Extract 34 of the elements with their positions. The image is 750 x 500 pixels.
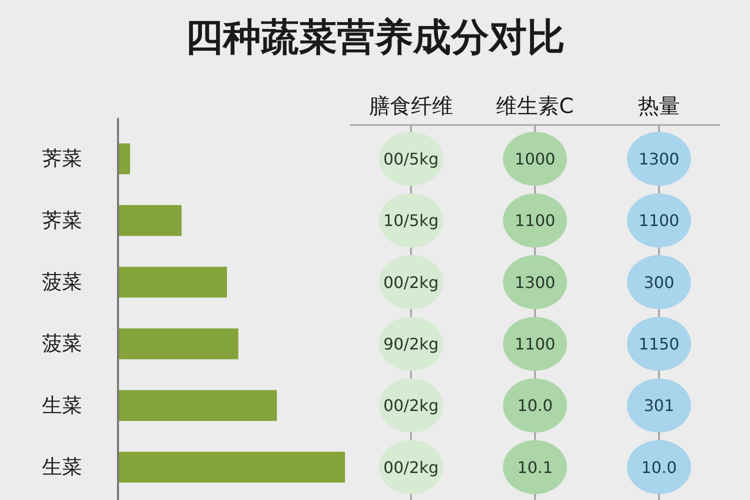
y-tick-label: 荠菜 — [42, 210, 82, 232]
bar — [118, 266, 227, 298]
bar — [118, 452, 345, 483]
text: 1100 — [514, 334, 556, 354]
text: 10.0 — [641, 458, 677, 477]
text: 1100 — [638, 211, 680, 230]
text: 00/2kg — [383, 396, 439, 416]
category-label: 热量 — [638, 94, 680, 118]
text: 1150 — [638, 334, 680, 354]
bar — [118, 390, 277, 421]
y-tick-label: 菠菜 — [42, 272, 82, 294]
y-tick-label: 荠菜 — [42, 148, 82, 170]
text: 00/2kg — [383, 458, 439, 477]
text: 1000 — [514, 149, 556, 168]
y-tick-label: 生菜 — [42, 394, 82, 417]
bar — [118, 143, 130, 174]
bar — [118, 205, 182, 236]
text: 10/5kg — [383, 211, 439, 230]
text: 1100 — [514, 211, 556, 230]
text: 1300 — [514, 272, 556, 292]
category-label: 膳食纤维 — [369, 94, 453, 118]
text: 10.0 — [517, 396, 553, 416]
text: 1300 — [638, 149, 680, 168]
text: 300 — [644, 272, 674, 292]
text: 00/5kg — [383, 149, 439, 168]
text: 00/2kg — [383, 272, 439, 292]
y-tick-label: 菠菜 — [42, 333, 82, 356]
bar — [118, 328, 238, 360]
text: 10.1 — [517, 458, 553, 477]
text: 301 — [644, 396, 674, 416]
chart-title: 四种蔬菜营养成分对比 — [185, 15, 565, 59]
y-tick-label: 生菜 — [42, 456, 82, 479]
text: 90/2kg — [383, 334, 439, 354]
category-label: 维生素C — [496, 94, 574, 118]
